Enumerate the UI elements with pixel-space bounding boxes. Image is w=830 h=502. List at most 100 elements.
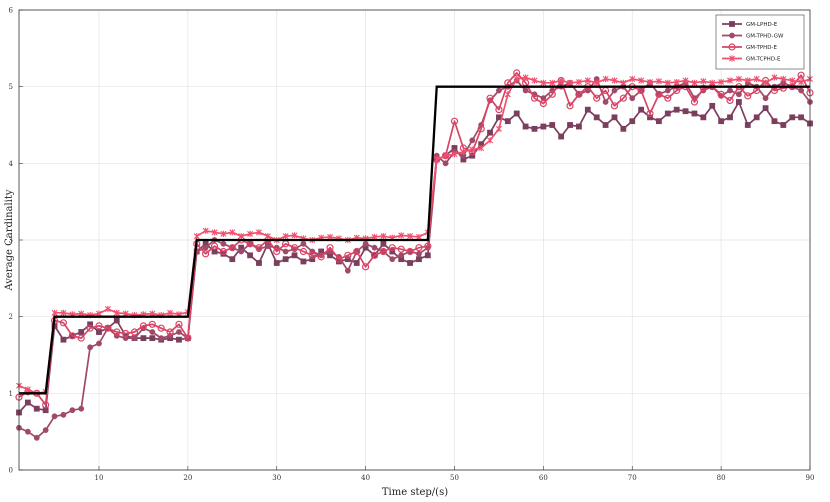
- data-point: [496, 87, 502, 94]
- legend-entry: GM-TCPHD-E: [722, 55, 781, 63]
- data-point: [42, 427, 49, 434]
- data-point: [576, 123, 582, 130]
- data-point: [300, 258, 307, 265]
- tick-layer: 10 20 30 40 50 60 70 80 90 0 1 2 3 4 5 6: [9, 7, 815, 483]
- legend-marker: [729, 21, 735, 27]
- data-point: [567, 122, 573, 128]
- data-point: [664, 79, 671, 86]
- data-point: [42, 401, 50, 409]
- data-point: [460, 148, 467, 155]
- data-point: [398, 252, 405, 259]
- y-tick-label: 2: [9, 313, 13, 321]
- data-point: [602, 99, 609, 105]
- data-point: [727, 87, 733, 94]
- data-point: [566, 102, 574, 110]
- data-point: [371, 244, 378, 251]
- data-point: [157, 324, 165, 332]
- data-point: [424, 252, 431, 259]
- data-point: [59, 319, 68, 327]
- data-point: [442, 152, 449, 159]
- data-point: [87, 344, 94, 351]
- data-point: [202, 227, 209, 234]
- data-point: [602, 75, 609, 83]
- x-tick-label: 30: [272, 474, 281, 482]
- data-point: [513, 69, 521, 77]
- data-point: [424, 242, 432, 250]
- data-point: [60, 309, 67, 316]
- x-tick-label: 20: [183, 474, 192, 482]
- data-point: [682, 77, 689, 84]
- data-point: [718, 78, 725, 86]
- data-point: [184, 334, 192, 342]
- data-point: [469, 146, 476, 153]
- data-point: [255, 244, 263, 252]
- data-point: [238, 233, 245, 240]
- x-tick-label: 50: [450, 474, 459, 482]
- data-point: [379, 247, 387, 256]
- data-point: [779, 84, 787, 92]
- x-tick-label: 80: [717, 474, 726, 482]
- data-point: [68, 332, 76, 340]
- data-point: [619, 94, 627, 102]
- data-point: [762, 105, 769, 112]
- data-point: [620, 125, 627, 132]
- data-point: [380, 233, 387, 240]
- data-point: [647, 78, 654, 86]
- data-point: [229, 256, 236, 263]
- data-point: [309, 256, 316, 263]
- data-point: [415, 244, 423, 252]
- data-point: [735, 99, 742, 105]
- data-point: [273, 247, 281, 256]
- data-point: [477, 125, 485, 133]
- data-point: [753, 114, 760, 121]
- data-point: [753, 75, 760, 83]
- data-point: [247, 230, 254, 237]
- data-point: [771, 74, 778, 81]
- legend-label: GM-TPHD-GW: [746, 34, 784, 40]
- data-point: [530, 94, 539, 102]
- data-point: [398, 232, 405, 239]
- data-point: [690, 98, 699, 106]
- y-tick-label: 3: [9, 237, 13, 245]
- data-point: [744, 92, 752, 100]
- data-point: [771, 118, 778, 125]
- data-point: [113, 309, 120, 316]
- data-point: [388, 244, 396, 252]
- data-point: [584, 106, 591, 113]
- data-point: [344, 251, 352, 259]
- data-point: [798, 78, 805, 86]
- data-point: [24, 386, 31, 393]
- data-point: [380, 240, 387, 247]
- data-point: [264, 243, 271, 250]
- data-point: [522, 123, 529, 130]
- data-point: [478, 144, 485, 152]
- data-point: [416, 256, 422, 263]
- data-point: [282, 248, 289, 255]
- data-point: [87, 321, 94, 328]
- y-tick-label: 4: [9, 160, 14, 168]
- data-point: [78, 405, 85, 412]
- data-point: [611, 77, 618, 84]
- data-point: [593, 79, 600, 86]
- data-point: [798, 114, 805, 121]
- data-point: [655, 90, 663, 98]
- data-point: [211, 229, 218, 236]
- data-point: [789, 77, 796, 84]
- data-point: [176, 336, 182, 343]
- data-point: [656, 118, 662, 125]
- data-point: [495, 106, 503, 114]
- data-point: [691, 110, 698, 117]
- data-point: [149, 329, 156, 335]
- data-point: [219, 247, 228, 256]
- data-point: [540, 79, 547, 86]
- data-point: [673, 78, 680, 86]
- data-point: [638, 77, 645, 84]
- x-axis-label: Time step/(s): [382, 487, 448, 498]
- data-point: [149, 335, 156, 342]
- data-point: [282, 256, 289, 263]
- data-point: [762, 79, 769, 86]
- data-point: [664, 110, 671, 117]
- data-point: [95, 322, 103, 330]
- data-point: [682, 108, 689, 115]
- data-point: [629, 118, 636, 125]
